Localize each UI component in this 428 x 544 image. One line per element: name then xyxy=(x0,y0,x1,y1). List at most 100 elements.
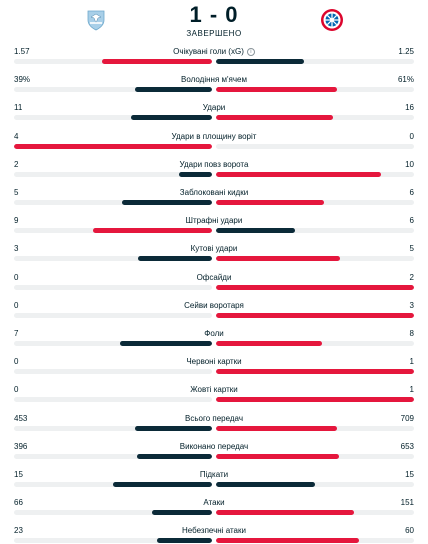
home-stat-bar xyxy=(151,510,212,516)
home-stat-value: 0 xyxy=(14,272,19,282)
home-stat-bar-track xyxy=(14,284,212,290)
away-stat-value: 5 xyxy=(409,244,414,254)
home-stat-bar xyxy=(93,228,212,234)
stat-label: Штрафні удари xyxy=(0,216,428,225)
home-stat-bar-track xyxy=(14,312,212,318)
away-stat-bar-track xyxy=(216,228,414,234)
stat-row: 0 Жовті картки 1 xyxy=(0,383,428,409)
stat-label-text: Підкати xyxy=(199,470,229,479)
away-stat-bar-track xyxy=(216,200,414,205)
away-stat-bar xyxy=(216,200,324,205)
home-stat-bar xyxy=(113,482,212,487)
bayern-crest-icon[interactable] xyxy=(320,8,344,32)
away-stat-value: 60 xyxy=(405,526,414,536)
stat-label-text: Сейви воротаря xyxy=(184,300,244,310)
away-stat-bar-track xyxy=(216,115,414,121)
stat-label-text: Небезпечні атаки xyxy=(182,526,246,536)
home-stat-bar-track xyxy=(14,482,212,487)
stat-row: 9 Штрафні удари 6 xyxy=(0,214,428,240)
home-stat-value: 0 xyxy=(14,385,19,395)
away-stat-bar-track xyxy=(216,397,414,403)
stat-row: 453 Всього передач 709 xyxy=(0,412,428,438)
stat-label-text: Атаки xyxy=(203,498,225,508)
home-stat-bar-track xyxy=(14,256,212,262)
away-stat-bar-track xyxy=(216,171,414,177)
stat-row: 66 Атаки 151 xyxy=(0,496,428,522)
away-stat-bar xyxy=(216,284,414,290)
away-stat-value: 3 xyxy=(409,300,414,310)
stat-row: 39% Володіння м'ячем 61% xyxy=(0,73,428,99)
away-stat-value: 1 xyxy=(409,357,414,367)
stat-label: Небезпечні атаки xyxy=(0,526,428,535)
away-stat-value: 1 xyxy=(409,385,414,395)
away-stat-bar-track xyxy=(216,482,414,487)
stat-label-text: Фоли xyxy=(204,329,224,338)
stat-label: Сейви воротаря xyxy=(0,301,428,310)
match-score: 1 - 0 xyxy=(189,2,239,27)
home-stat-value: 4 xyxy=(14,131,19,141)
away-stat-bar-track xyxy=(216,369,414,375)
home-stat-value: 39% xyxy=(14,75,31,85)
stat-row: 0 Сейви воротаря 3 xyxy=(0,299,428,325)
home-stat-value: 1.57 xyxy=(14,47,30,56)
stat-label: Червоні картки xyxy=(0,357,428,366)
stat-label-text: Удари xyxy=(202,103,226,113)
stat-row: 15 Підкати 15 xyxy=(0,468,428,494)
away-stat-bar xyxy=(216,228,296,234)
home-stat-value: 0 xyxy=(14,357,19,367)
away-stat-value: 10 xyxy=(405,159,414,169)
stat-label-text: Червоні картки xyxy=(186,357,242,367)
stat-row: 2 Удари повз ворота 10 xyxy=(0,158,428,184)
home-stat-bar-track xyxy=(14,228,212,234)
away-stat-bar xyxy=(216,397,414,403)
home-stat-bar xyxy=(101,59,212,64)
away-stat-value: 6 xyxy=(409,188,414,197)
stat-row: 7 Фоли 8 xyxy=(0,327,428,353)
home-stat-bar xyxy=(178,171,212,177)
stat-row: 4 Удари в площину воріт 0 xyxy=(0,130,428,156)
home-stat-bar-track xyxy=(14,171,212,177)
home-stat-value: 15 xyxy=(14,470,23,479)
away-stat-value: 709 xyxy=(400,413,414,423)
stat-row: 0 Офсайди 2 xyxy=(0,271,428,297)
stat-label: Виконано передач xyxy=(0,442,428,451)
away-stat-bar xyxy=(216,256,340,262)
stat-label-text: Жовті картки xyxy=(190,385,238,395)
away-stat-value: 151 xyxy=(400,498,414,508)
stat-label-text: Удари в площину воріт xyxy=(171,131,257,141)
lazio-crest-icon[interactable] xyxy=(84,8,108,32)
stat-label-text: Всього передач xyxy=(185,413,243,423)
home-stat-bar xyxy=(157,538,212,544)
away-stat-value: 1.25 xyxy=(398,47,414,56)
away-stat-value: 6 xyxy=(409,216,414,226)
stat-label: Володіння м'ячем xyxy=(0,75,428,84)
away-stat-bar xyxy=(216,171,381,177)
home-stat-bar-track xyxy=(14,115,212,121)
stat-row: 3 Кутові удари 5 xyxy=(0,242,428,268)
stat-label: Удари в площину воріт xyxy=(0,132,428,141)
stat-label: Заблоковані кидки xyxy=(0,188,428,197)
home-stat-bar-track xyxy=(14,538,212,544)
away-stat-bar xyxy=(216,425,337,431)
stat-row: 5 Заблоковані кидки 6 xyxy=(0,186,428,212)
home-stat-value: 7 xyxy=(14,329,19,338)
away-stat-bar-track xyxy=(216,143,414,149)
stat-label: Очікувані голи (xG) i xyxy=(0,47,428,56)
away-stat-value: 2 xyxy=(409,272,414,282)
home-stat-bar-track xyxy=(14,453,212,459)
away-stat-bar xyxy=(216,341,322,346)
match-header: 1 - 0 ЗАВЕРШЕНО xyxy=(0,0,428,44)
info-icon[interactable]: i xyxy=(246,47,255,56)
away-stat-value: 15 xyxy=(405,470,414,479)
stat-label: Удари повз ворота xyxy=(0,160,428,169)
home-stat-bar-track xyxy=(14,425,212,431)
home-stat-bar-track xyxy=(14,369,212,375)
stat-label-text: Удари повз ворота xyxy=(179,159,249,169)
home-stat-value: 2 xyxy=(14,159,19,169)
home-stat-value: 0 xyxy=(14,300,19,310)
away-stat-bar-track xyxy=(216,312,414,318)
away-stat-value: 16 xyxy=(405,103,414,113)
stat-label: Фоли xyxy=(0,329,428,338)
home-stat-value: 453 xyxy=(14,413,28,423)
home-stat-value: 23 xyxy=(14,526,23,536)
